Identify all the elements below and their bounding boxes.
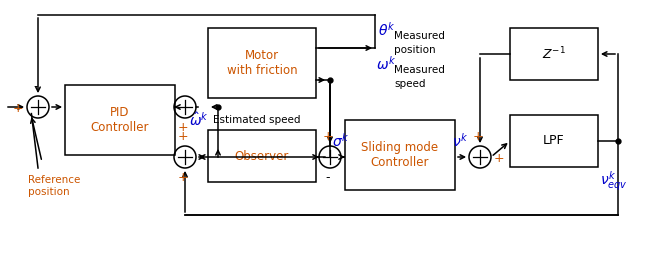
- Text: Observer: Observer: [235, 150, 289, 163]
- Bar: [65, 85, 175, 155]
- Bar: [510, 115, 598, 167]
- Bar: [510, 28, 598, 80]
- Text: -: -: [326, 171, 330, 184]
- Text: $\theta^k$: $\theta^k$: [378, 21, 396, 39]
- Text: Measured: Measured: [394, 31, 445, 41]
- Text: +: +: [472, 130, 484, 143]
- Text: LPF: LPF: [543, 134, 565, 147]
- Bar: [208, 130, 316, 182]
- Text: $\nu^k$: $\nu^k$: [452, 132, 468, 150]
- Text: +: +: [323, 130, 333, 143]
- Text: +: +: [12, 102, 23, 115]
- Text: $\omega^k$: $\omega^k$: [376, 55, 396, 73]
- Text: +: +: [494, 153, 505, 165]
- Text: Sliding mode
Controller: Sliding mode Controller: [361, 141, 439, 169]
- Text: Measured: Measured: [394, 65, 445, 75]
- Text: speed: speed: [394, 79, 426, 89]
- Text: PID
Controller: PID Controller: [91, 106, 149, 134]
- Text: $\sigma^k$: $\sigma^k$: [332, 132, 350, 150]
- Text: $Z^{-1}$: $Z^{-1}$: [542, 46, 566, 62]
- Bar: [208, 28, 316, 98]
- Bar: [345, 120, 455, 190]
- Text: Estimated speed: Estimated speed: [213, 115, 300, 125]
- Text: position: position: [394, 45, 436, 55]
- Text: +: +: [177, 121, 189, 134]
- Text: $\nu^k_{eqv}$: $\nu^k_{eqv}$: [600, 169, 628, 193]
- Text: +: +: [177, 130, 189, 143]
- Text: -: -: [34, 80, 38, 93]
- Text: +: +: [177, 171, 189, 184]
- Text: $\hat{\omega}^k$: $\hat{\omega}^k$: [189, 111, 209, 129]
- Text: Motor
with friction: Motor with friction: [227, 49, 298, 77]
- Text: Reference
position: Reference position: [28, 175, 80, 197]
